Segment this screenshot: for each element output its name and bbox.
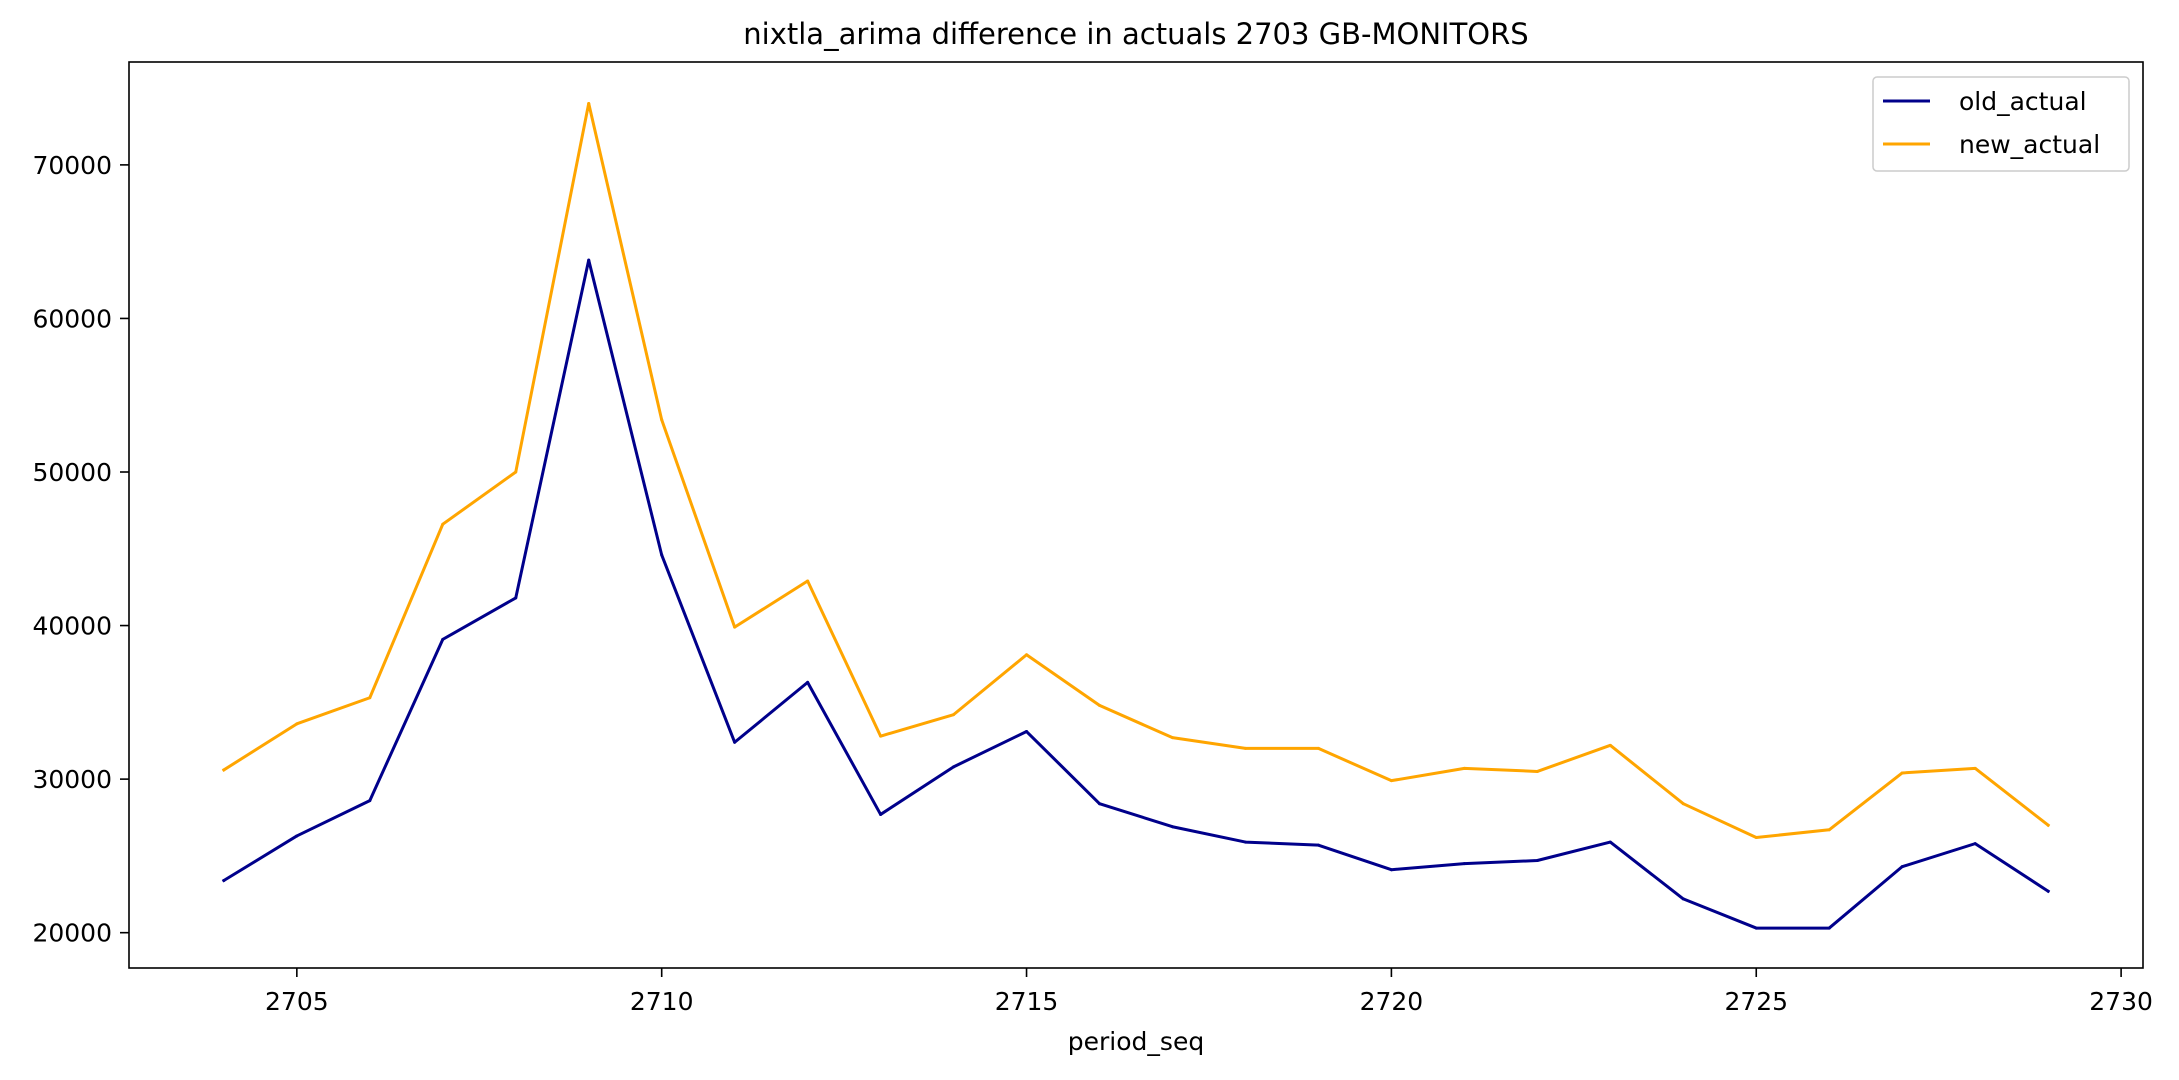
data-point (660, 418, 664, 422)
data-point (733, 740, 737, 744)
data-point (514, 470, 518, 474)
data-point (1681, 802, 1685, 806)
data-point (441, 522, 445, 526)
data-point (1243, 840, 1247, 844)
data-point (1608, 743, 1612, 747)
data-point (1973, 842, 1977, 846)
data-point (1025, 653, 1029, 657)
data-point (2046, 823, 2050, 827)
data-point (222, 878, 226, 882)
data-point (587, 101, 591, 105)
x-tick-label: 2720 (1360, 987, 1424, 1016)
data-point (368, 799, 372, 803)
data-point (1098, 802, 1102, 806)
data-point (441, 637, 445, 641)
data-point (2046, 889, 2050, 893)
data-point (587, 258, 591, 262)
y-axis: 20000 30000 40000 50000 60000 70000 (32, 151, 129, 948)
series-points-new_actual (222, 101, 2050, 839)
y-tick-label: 40000 (32, 612, 112, 641)
y-tick-label: 30000 (32, 765, 112, 794)
data-point (295, 722, 299, 726)
series-layer (221, 101, 2051, 930)
plot-area (128, 61, 2144, 969)
data-point (806, 680, 810, 684)
y-tick-label: 60000 (32, 304, 112, 333)
data-point (1900, 771, 1904, 775)
x-axis: 2705 2710 2715 2720 2725 2730 (265, 968, 2153, 1016)
series-points-old_actual (222, 258, 2050, 930)
data-point (1827, 926, 1831, 930)
chart-title: nixtla_arima difference in actuals 2703 … (743, 17, 1528, 51)
legend: old_actual new_actual (1872, 76, 2130, 172)
data-point (879, 812, 883, 816)
data-point (879, 734, 883, 738)
x-tick-label: 2705 (265, 987, 329, 1016)
data-point (1462, 766, 1466, 770)
data-point (295, 834, 299, 838)
data-point (1535, 859, 1539, 863)
legend-label-old_actual: old_actual (1959, 87, 2087, 116)
data-point (1900, 865, 1904, 869)
data-point (368, 696, 372, 700)
data-point (1827, 828, 1831, 832)
data-point (1462, 862, 1466, 866)
y-tick-label: 50000 (32, 458, 112, 487)
data-point (952, 713, 956, 717)
data-point (1243, 746, 1247, 750)
series-line-new_actual (221, 101, 2051, 839)
data-point (733, 625, 737, 629)
data-point (1025, 730, 1029, 734)
x-tick-label: 2730 (2089, 987, 2153, 1016)
legend-box (1872, 76, 2130, 172)
data-point (1098, 703, 1102, 707)
data-point (660, 553, 664, 557)
data-point (1535, 769, 1539, 773)
x-axis-label: period_seq (1068, 1027, 1204, 1056)
x-tick-label: 2725 (1724, 987, 1788, 1016)
data-point (1170, 736, 1174, 740)
x-tick-label: 2715 (995, 987, 1059, 1016)
data-point (1389, 779, 1393, 783)
data-point (952, 765, 956, 769)
data-point (1681, 897, 1685, 901)
y-tick-label: 20000 (32, 919, 112, 948)
data-point (806, 579, 810, 583)
data-point (1170, 825, 1174, 829)
series-line-old_actual (221, 258, 2051, 930)
data-point (514, 596, 518, 600)
data-point (1973, 766, 1977, 770)
data-point (1389, 868, 1393, 872)
data-point (1754, 835, 1758, 839)
legend-label-new_actual: new_actual (1959, 130, 2100, 159)
data-point (1316, 746, 1320, 750)
data-point (1316, 843, 1320, 847)
data-point (222, 768, 226, 772)
y-tick-label: 70000 (32, 151, 112, 180)
data-point (1608, 840, 1612, 844)
data-point (1754, 926, 1758, 930)
x-tick-label: 2710 (630, 987, 694, 1016)
